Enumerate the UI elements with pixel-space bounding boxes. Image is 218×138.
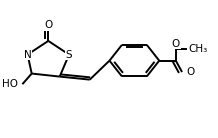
Text: O: O	[44, 20, 52, 30]
Text: HO: HO	[2, 79, 18, 89]
Text: CH₃: CH₃	[188, 44, 208, 54]
Text: O: O	[172, 39, 180, 49]
Text: O: O	[187, 67, 195, 77]
Text: N: N	[24, 50, 31, 60]
Text: S: S	[66, 50, 72, 60]
